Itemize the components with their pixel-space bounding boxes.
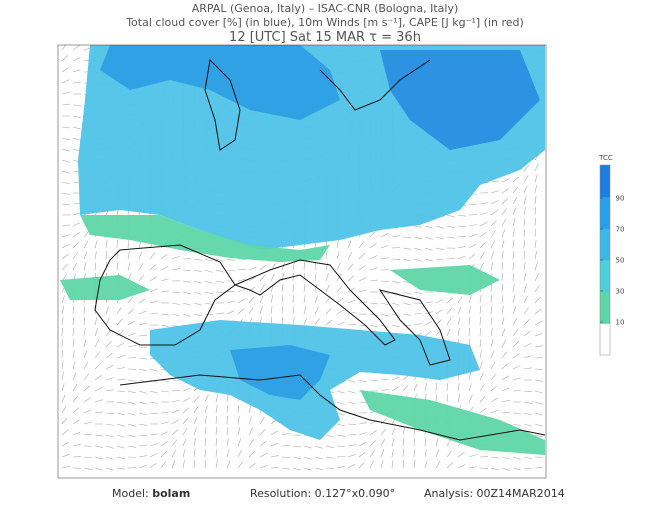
header-line2: Total cloud cover [%] (in blue), 10m Win… <box>125 16 524 29</box>
colorbar-tick-label: 30 <box>616 288 625 296</box>
colorbar-segment <box>600 197 610 229</box>
footer-model: Model: bolam <box>112 487 190 500</box>
map <box>58 42 546 478</box>
colorbar-segment <box>600 323 610 355</box>
footer-analysis: Analysis: 00Z14MAR2014 <box>424 487 565 500</box>
colorbar-segment <box>600 228 610 260</box>
footer-resolution: Resolution: 0.127°x0.090° <box>250 487 395 500</box>
header-line1: ARPAL (Genoa, Italy) – ISAC-CNR (Bologna… <box>192 2 459 15</box>
footer-model-name: bolam <box>152 487 190 500</box>
footer-model-label: Model: <box>112 487 149 500</box>
colorbar-segment <box>600 165 610 197</box>
colorbar-segment <box>600 292 610 324</box>
colorbar-segment <box>600 260 610 292</box>
header-line3: 12 [UTC] Sat 15 MAR τ = 36h <box>229 30 421 45</box>
colorbar-tick-label: 70 <box>616 226 625 234</box>
colorbar-tick-label: 50 <box>616 257 625 265</box>
colorbar-tick-label: 10 <box>616 319 625 327</box>
colorbar-tick-label: 90 <box>616 195 625 203</box>
colorbar-title: TCC <box>598 154 613 162</box>
colorbar: TCC 10 30 50 70 90 <box>598 154 624 356</box>
